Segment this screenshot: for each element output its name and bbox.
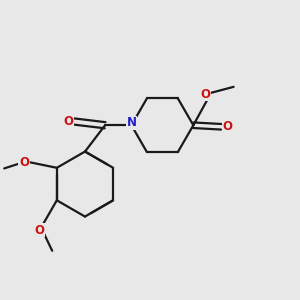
Text: O: O xyxy=(19,156,29,169)
Text: O: O xyxy=(222,120,233,133)
Text: O: O xyxy=(201,88,211,101)
Text: O: O xyxy=(64,115,74,128)
Text: O: O xyxy=(35,224,45,236)
Text: N: N xyxy=(126,116,136,129)
